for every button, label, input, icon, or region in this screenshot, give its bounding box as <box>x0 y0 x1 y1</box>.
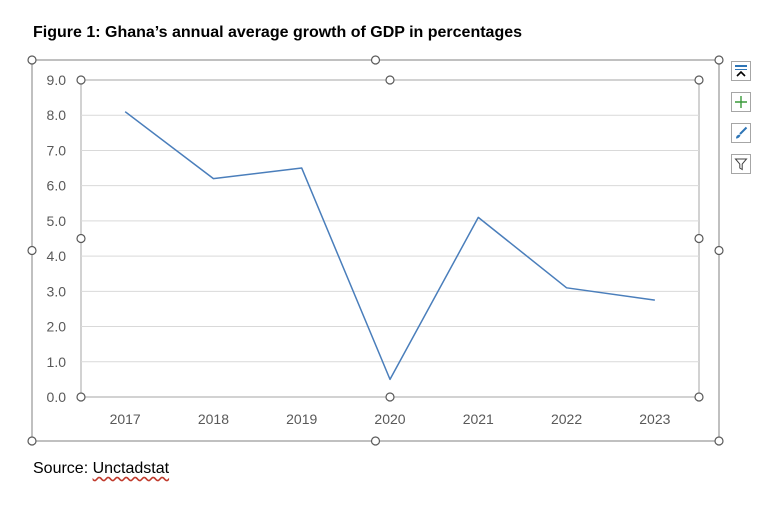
chart-resize-handle[interactable] <box>714 55 724 65</box>
chart-elements-button[interactable] <box>731 92 751 112</box>
plot-resize-handle[interactable] <box>385 75 395 85</box>
y-tick-label: 8.0 <box>47 107 67 123</box>
plot-resize-handle[interactable] <box>76 392 86 402</box>
layout-icon <box>735 65 747 77</box>
x-tick-label: 2021 <box>463 411 494 427</box>
x-tick-label: 2023 <box>639 411 670 427</box>
plot-resize-handle[interactable] <box>694 392 704 402</box>
plot-area-frame[interactable] <box>80 79 700 398</box>
brush-icon <box>736 126 748 139</box>
chart-resize-handle[interactable] <box>714 245 724 256</box>
y-tick-label: 7.0 <box>47 142 67 158</box>
y-axis-ticks: 0.0 1.0 2.0 3.0 4.0 5.0 6.0 7.0 8.0 9.0 <box>47 72 67 405</box>
chart-resize-handle[interactable] <box>27 55 37 65</box>
y-tick-label: 5.0 <box>47 213 67 229</box>
plus-icon <box>735 96 747 108</box>
source-note: Source: Unctadstat <box>33 460 169 478</box>
source-prefix: Source: <box>33 460 93 477</box>
y-tick-label: 9.0 <box>47 72 67 88</box>
y-tick-label: 0.0 <box>47 389 67 405</box>
x-tick-label: 2017 <box>110 411 141 427</box>
plot-resize-handle[interactable] <box>694 233 704 244</box>
chart-resize-handle[interactable] <box>27 436 37 446</box>
x-tick-label: 2020 <box>374 411 405 427</box>
chart-resize-handle[interactable] <box>370 436 381 446</box>
x-tick-label: 2019 <box>286 411 317 427</box>
y-tick-label: 2.0 <box>47 319 67 335</box>
series-line[interactable] <box>124 111 655 381</box>
chart-resize-handle[interactable] <box>714 436 724 446</box>
y-tick-label: 3.0 <box>47 283 67 299</box>
chart-resize-handle[interactable] <box>27 245 37 256</box>
chart-area-frame[interactable] <box>31 59 720 442</box>
plot-resize-handle[interactable] <box>76 75 86 85</box>
chart-resize-handle[interactable] <box>370 55 381 65</box>
x-axis-ticks: 2017 2018 2019 2020 2021 2022 2023 <box>110 411 671 427</box>
plot-resize-handle[interactable] <box>694 75 704 85</box>
chart-layout-button[interactable] <box>731 61 751 81</box>
y-tick-label: 4.0 <box>47 248 67 264</box>
chart-styles-button[interactable] <box>731 123 751 143</box>
y-tick-label: 6.0 <box>47 178 67 194</box>
chart-filters-button[interactable] <box>731 154 751 174</box>
x-tick-label: 2022 <box>551 411 582 427</box>
source-name: Unctadstat <box>92 460 170 477</box>
filter-icon <box>734 158 748 171</box>
series-group[interactable] <box>124 111 655 381</box>
figure-title: Figure 1: Ghana’s annual average growth … <box>33 24 523 41</box>
gridlines <box>81 114 699 363</box>
plot-resize-handle[interactable] <box>385 392 395 402</box>
selection-handles[interactable] <box>27 55 724 446</box>
y-tick-label: 1.0 <box>47 354 67 370</box>
plot-resize-handle[interactable] <box>76 233 86 244</box>
x-tick-label: 2018 <box>198 411 229 427</box>
